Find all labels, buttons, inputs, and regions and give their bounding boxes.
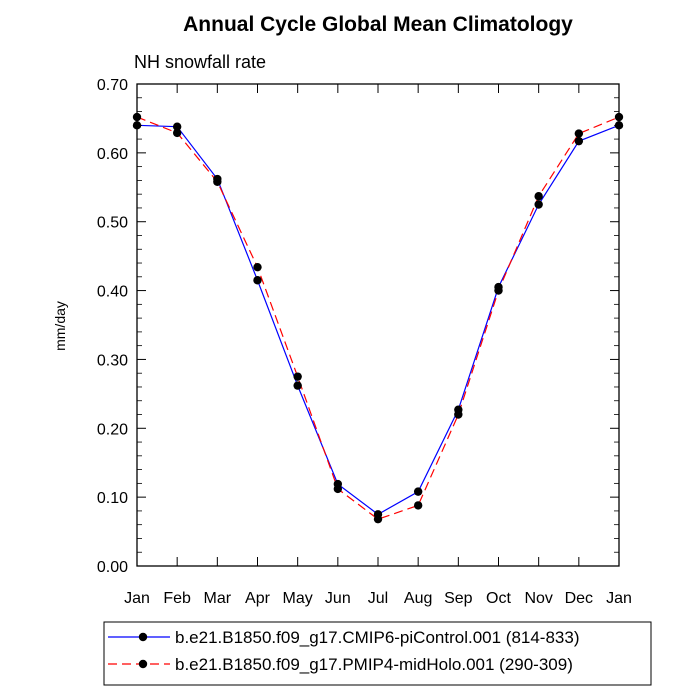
series-2-point [172,128,182,138]
series-1-point [413,487,423,496]
series-2-point [494,286,503,295]
x-tick-label: Apr [245,590,271,607]
series-1-point [534,200,543,209]
series-2-point [454,410,463,419]
x-tick-label: Aug [404,590,432,607]
y-tick-label: 0.40 [97,284,128,301]
y-tick-label: 0.10 [97,490,128,507]
chart-title: Annual Cycle Global Mean Climatology [183,13,573,36]
y-tick-label: 0.50 [97,215,128,232]
legend-label-1: b.e21.B1850.f09_g17.CMIP6-piControl.001 … [175,628,580,647]
x-tick-label: May [283,590,313,607]
x-tick-label: Feb [163,590,191,607]
series-1-point [172,122,182,131]
y-tick-label: 0.00 [97,559,128,576]
x-tick-label: Dec [565,590,593,607]
series-2-point [213,177,222,186]
legend-box [103,621,652,686]
x-tick-label: Mar [204,590,232,607]
series-line-2 [136,116,620,520]
x-tick-label: Oct [486,590,511,607]
y-tick-label: 0.30 [97,352,128,369]
legend-marker-1 [138,632,148,642]
x-tick-label: Nov [524,590,552,607]
series-2-point [574,129,584,138]
x-tick-label: Jan [124,590,150,607]
x-tick-label: Jun [325,590,351,607]
series-1-point [253,276,262,285]
y-tick-label: 0.20 [97,421,128,438]
x-tick-label: Sep [444,590,473,607]
series-2-point [293,372,302,381]
y-axis-label: mm/day [52,301,68,351]
x-tick-label: Jan [606,590,632,607]
chart-subtitle: NH snowfall rate [134,52,266,72]
series-2-point [253,262,262,272]
series-2-point [373,514,383,524]
y-tick-label: 0.70 [97,77,128,94]
legend-marker-2 [138,659,148,669]
series-1-point [293,381,302,390]
legend-label-2: b.e21.B1850.f09_g17.PMIP4-midHolo.001 (2… [175,655,573,674]
series-2-point [333,484,343,494]
legend: b.e21.B1850.f09_g17.CMIP6-piControl.001 … [103,621,652,686]
series-2-point [534,192,543,201]
x-tick-label: Jul [368,590,388,607]
y-tick-label: 0.60 [97,146,128,163]
series-2-point [413,501,423,510]
series-1-point [574,136,584,146]
plot-frame [136,83,620,567]
